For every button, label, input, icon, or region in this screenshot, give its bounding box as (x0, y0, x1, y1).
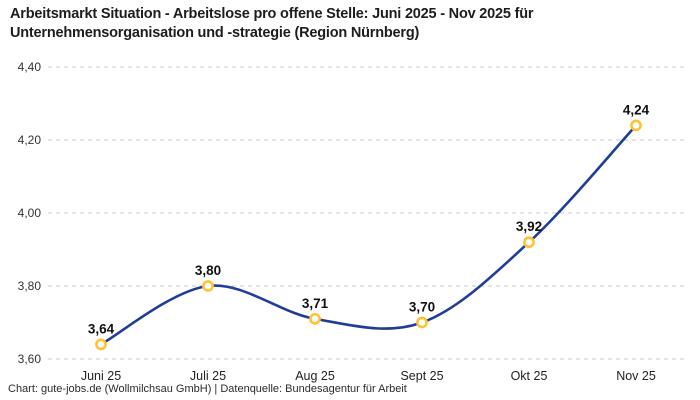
x-axis-tick-label: Sept 25 (400, 369, 443, 383)
data-point-marker[interactable] (95, 338, 107, 351)
y-axis-tick-label: 4,40 (18, 60, 42, 74)
data-point-marker[interactable] (309, 312, 321, 325)
x-axis-tick-label: Juli 25 (190, 369, 226, 383)
data-point-marker[interactable] (523, 236, 535, 249)
data-point-value-label: 3,71 (302, 296, 329, 311)
x-axis-tick-label: Aug 25 (295, 369, 335, 383)
data-point-value-label: 3,64 (88, 321, 115, 336)
y-axis-tick-label: 3,80 (18, 279, 42, 293)
x-axis-tick-label: Juni 25 (81, 369, 121, 383)
chart-attribution: Chart: gute-jobs.de (Wollmilchsau GmbH) … (8, 383, 407, 395)
data-point-value-label: 3,92 (516, 219, 542, 234)
x-axis-tick-label: Okt 25 (511, 369, 548, 383)
data-point-marker[interactable] (630, 119, 642, 132)
series-line (99, 124, 638, 346)
data-point-marker[interactable] (416, 316, 428, 329)
x-axis-tick-label: Nov 25 (616, 369, 656, 383)
y-axis-tick-label: 4,00 (18, 206, 42, 220)
data-point-marker[interactable] (202, 280, 214, 292)
data-point-value-label: 3,80 (195, 263, 221, 278)
y-axis-tick-label: 3,60 (18, 352, 42, 366)
data-point-value-label: 4,24 (623, 102, 650, 117)
chart-title: Arbeitsmarkt Situation - Arbeitslose pro… (10, 6, 534, 41)
data-point-value-label: 3,70 (409, 300, 435, 315)
y-axis-tick-label: 4,20 (18, 133, 42, 147)
